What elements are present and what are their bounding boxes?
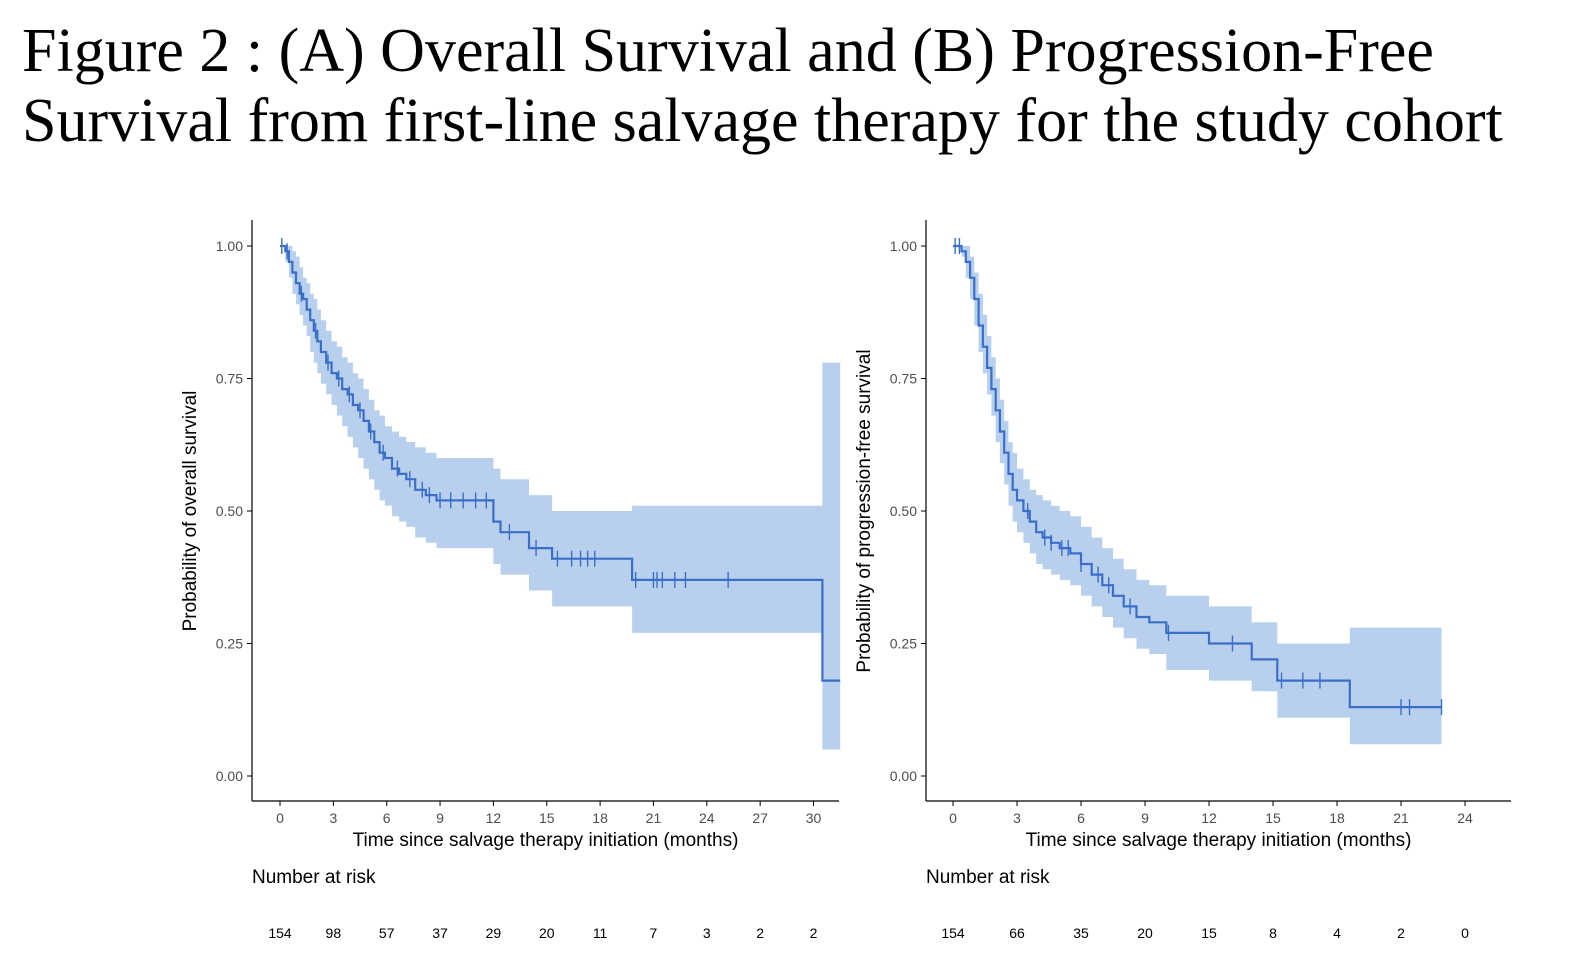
risk-count: 11 bbox=[593, 925, 608, 941]
x-tick-label: 24 bbox=[1457, 810, 1473, 826]
x-tick-label: 0 bbox=[949, 810, 957, 826]
y-tick-label: 0.50 bbox=[890, 503, 917, 519]
x-tick-label: 18 bbox=[1329, 810, 1345, 826]
figure-title: Figure 2 : (A) Overall Survival and (B) … bbox=[22, 16, 1582, 156]
y-tick-label: 0.25 bbox=[216, 636, 243, 652]
risk-count: 0 bbox=[1461, 925, 1469, 941]
y-tick-label: 0.75 bbox=[216, 371, 243, 387]
x-tick-label: 15 bbox=[539, 810, 555, 826]
risk-count: 29 bbox=[486, 925, 502, 941]
risk-count: 2 bbox=[756, 925, 764, 941]
y-tick-label: 0.00 bbox=[890, 768, 917, 784]
x-axis-title: Time since salvage therapy initiation (m… bbox=[1026, 830, 1412, 851]
x-tick-label: 12 bbox=[1201, 810, 1217, 826]
risk-count: 57 bbox=[379, 925, 395, 941]
x-tick-label: 21 bbox=[1393, 810, 1409, 826]
y-tick-label: 1.00 bbox=[216, 238, 243, 254]
risk-count: 37 bbox=[432, 925, 448, 941]
overall-survival-panel: 0.000.250.500.751.000 3 6 9 12 15 18 21 24 27 30Ti… bbox=[180, 220, 841, 941]
confidence-band bbox=[280, 246, 841, 750]
y-tick-label: 0.25 bbox=[890, 636, 917, 652]
x-tick-label: 18 bbox=[592, 810, 608, 826]
risk-table-title: Number at risk bbox=[926, 867, 1050, 888]
x-tick-label: 30 bbox=[806, 810, 822, 826]
x-tick-label: 24 bbox=[699, 810, 715, 826]
confidence-band bbox=[953, 246, 1442, 745]
risk-count: 15 bbox=[1201, 925, 1217, 941]
survival-curve bbox=[280, 244, 841, 682]
figure-title-line-2: Survival from first-line salvage therapy… bbox=[22, 87, 1503, 155]
risk-count: 35 bbox=[1073, 925, 1089, 941]
risk-count: 20 bbox=[539, 925, 555, 941]
y-tick-label: 1.00 bbox=[890, 238, 917, 254]
figure-title-line-1: Figure 2 : (A) Overall Survival and (B) … bbox=[22, 17, 1434, 85]
x-axis-title: Time since salvage therapy initiation (m… bbox=[353, 830, 739, 851]
risk-count: 7 bbox=[650, 925, 658, 941]
risk-count: 2 bbox=[810, 925, 818, 941]
x-tick-label: 6 bbox=[383, 810, 391, 826]
survival-curve bbox=[953, 244, 1442, 709]
risk-count: 3 bbox=[703, 925, 711, 941]
x-tick-label: 21 bbox=[646, 810, 662, 826]
x-tick-label: 0 bbox=[276, 810, 284, 826]
y-axis-title: Probability of progression-free survival bbox=[854, 349, 875, 672]
risk-count: 2 bbox=[1397, 925, 1405, 941]
x-tick-label: 3 bbox=[1013, 810, 1021, 826]
risk-count: 20 bbox=[1137, 925, 1153, 941]
y-tick-label: 0.75 bbox=[890, 371, 917, 387]
x-tick-label: 6 bbox=[1077, 810, 1085, 826]
risk-count: 154 bbox=[268, 925, 292, 941]
risk-table-title: Number at risk bbox=[252, 867, 376, 888]
x-tick-label: 9 bbox=[436, 810, 444, 826]
x-tick-label: 9 bbox=[1141, 810, 1149, 826]
risk-count: 154 bbox=[941, 925, 965, 941]
x-tick-label: 3 bbox=[329, 810, 337, 826]
risk-count: 98 bbox=[326, 925, 342, 941]
risk-count: 8 bbox=[1269, 925, 1277, 941]
risk-count: 66 bbox=[1009, 925, 1025, 941]
x-tick-label: 15 bbox=[1265, 810, 1281, 826]
y-tick-label: 0.00 bbox=[216, 768, 243, 784]
y-axis-title: Probability of overall survival bbox=[180, 391, 201, 632]
x-tick-label: 12 bbox=[486, 810, 502, 826]
x-tick-label: 27 bbox=[752, 810, 768, 826]
risk-count: 4 bbox=[1333, 925, 1341, 941]
y-tick-label: 0.50 bbox=[216, 503, 243, 519]
